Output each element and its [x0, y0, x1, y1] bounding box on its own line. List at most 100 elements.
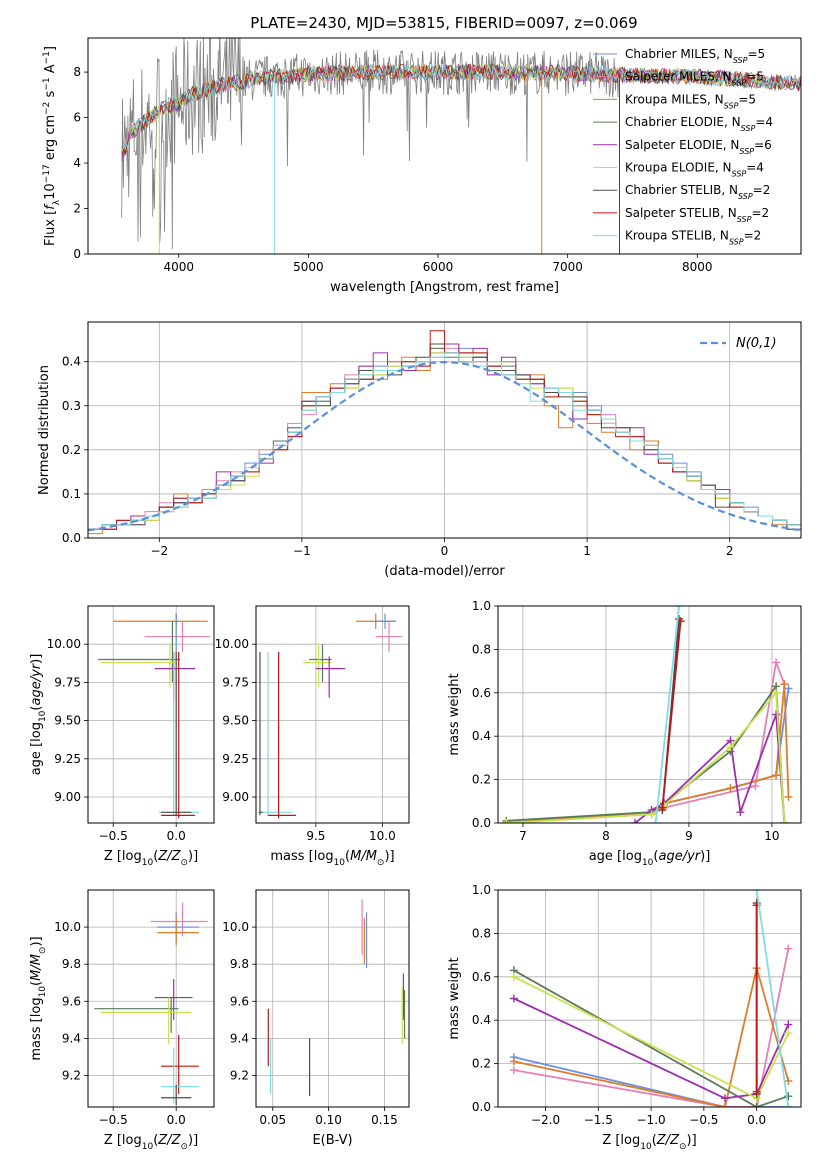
y-axis-label: mass [log10(M/M⊙)] [29, 936, 48, 1060]
axes-4: 9.5 10.0 9.00 9.25 9.50 9.75 10.00 mass [log10(… [215, 605, 410, 868]
weight-marker [502, 819, 511, 823]
x-tick-label: −2.0 [531, 1113, 560, 1127]
y-tick-label: 9.2 [62, 1068, 81, 1082]
y-tick-label: 1.0 [472, 599, 491, 613]
y-tick-label: 0.0 [472, 1100, 491, 1114]
weight-marker [772, 710, 781, 719]
legend-sub: SSP [732, 169, 747, 178]
weight-line [506, 688, 790, 823]
legend-sub: SSP [732, 78, 747, 87]
legend-sub: SSP [741, 124, 756, 133]
label-part: mass [log [29, 997, 44, 1060]
weight-line [506, 690, 786, 823]
y-tick-label: 0.4 [472, 729, 491, 743]
y-tick-label: 0.8 [472, 642, 491, 656]
label-part: A [43, 64, 58, 77]
errorbar-kroupa-elodie [302, 644, 332, 687]
label-part: wavelength [Angstrom, rest frame] [330, 280, 559, 295]
plot-layer: 4000 5000 6000 7000 8000 0 2 4 6 8 wavelength [Ang… [29, 37, 802, 1152]
x-axis-label: E(B-V) [312, 1133, 352, 1148]
weight-marker [772, 771, 781, 780]
x-tick-label: 9 [685, 829, 693, 843]
weight-marker [509, 1057, 518, 1066]
legend-sub: SSP [739, 146, 754, 155]
errorbar-chabrier-stelib [258, 651, 263, 816]
label-part: ⊙ [180, 858, 188, 868]
weight-line [513, 969, 789, 1107]
y-axis-label: Normed distribution [37, 365, 52, 495]
legend-label-kroupa-stelib: Kroupa STELIB, NSSP=2 [625, 229, 761, 247]
weight-line [661, 621, 682, 808]
weights-salpeter-stelib [752, 901, 761, 1096]
x-tick-label: 0 [441, 544, 449, 558]
label-part: M/M [350, 849, 377, 864]
y-tick-label: 0.6 [472, 970, 491, 984]
label-part: s [43, 90, 58, 101]
plot-area [498, 606, 801, 823]
weight-marker [630, 819, 639, 823]
plot-area [256, 606, 409, 823]
label-part: (data-model)/error [384, 564, 505, 579]
axes-frame [255, 605, 410, 824]
y-tick-label: 9.2 [230, 1068, 249, 1082]
y-tick-label: 0.8 [472, 926, 491, 940]
legend-model: Chabrier MILES, N [625, 47, 733, 61]
label-part: ⊙ [180, 1142, 188, 1152]
x-tick-label: −1.5 [584, 1113, 613, 1127]
weights-kroupa-miles [509, 964, 793, 1107]
legend-sub: SSP [724, 101, 739, 110]
x-axis-label: (data-model)/error [384, 564, 505, 579]
x-tick-label: 10 [764, 829, 779, 843]
model-spectrum-kroupa-stelib [121, 62, 801, 152]
label-part: 10 [38, 710, 48, 722]
plot-area [256, 890, 409, 1107]
weight-marker [752, 1103, 761, 1107]
weight-line [506, 683, 786, 823]
weight-marker [780, 819, 789, 823]
errorbar-salpeter-miles [375, 621, 403, 652]
legend-sub: SSP [729, 237, 744, 246]
weights-salpeter-miles [502, 658, 789, 823]
label-part: ⊙ [38, 947, 48, 955]
legend-sub: SSP [738, 192, 753, 201]
y-tick-label: 0.1 [62, 487, 81, 501]
label-part: )] [188, 849, 198, 864]
weight-marker [736, 808, 745, 817]
histogram-kroupa-stelib [88, 352, 801, 538]
label-part: M/M [29, 954, 44, 981]
legend-model: Salpeter MILES, N [625, 70, 732, 84]
axes-7: 0.05 0.10 0.15 9.2 9.4 9.6 9.8 10.0 E(B-V) [222, 889, 410, 1148]
label-part: ] [43, 46, 58, 51]
errorbar-salpeter-stelib [267, 651, 296, 819]
legend-model: Chabrier STELIB, N [625, 183, 738, 197]
x-axis-label: age [log10(age/yr)] [589, 849, 711, 868]
errorbar-chabrier-miles [375, 613, 396, 629]
x-tick-label: 4000 [163, 260, 194, 274]
y-tick-label: 9.00 [222, 790, 249, 804]
weight-marker [720, 1094, 729, 1103]
x-tick-label: 7 [519, 829, 527, 843]
label-part: E(B-V) [312, 1133, 352, 1148]
legend-value: =5 [746, 70, 764, 84]
y-tick-label: 9.4 [230, 1031, 249, 1045]
weight-marker [772, 658, 781, 667]
legend-model: Salpeter ELODIE, N [625, 138, 739, 152]
label-part: −1 [42, 51, 52, 64]
label-part: 10 [142, 858, 154, 868]
x-tick-label: 0.10 [315, 1113, 342, 1127]
label-part: Z/Z [656, 1133, 680, 1148]
y-tick-label: 9.6 [230, 994, 249, 1008]
errorbar-chabrier-stelib [161, 651, 192, 816]
label-part: )] [188, 1133, 198, 1148]
weights-chabrier-miles [502, 684, 793, 823]
y-axis-label: age [log10(age/yr)] [29, 654, 48, 776]
label-part: erg cm [43, 115, 58, 164]
weight-marker [751, 782, 760, 791]
y-tick-label: 9.8 [230, 957, 249, 971]
y-tick-label: 9.50 [54, 714, 81, 728]
label-part: ⊙ [377, 858, 385, 868]
